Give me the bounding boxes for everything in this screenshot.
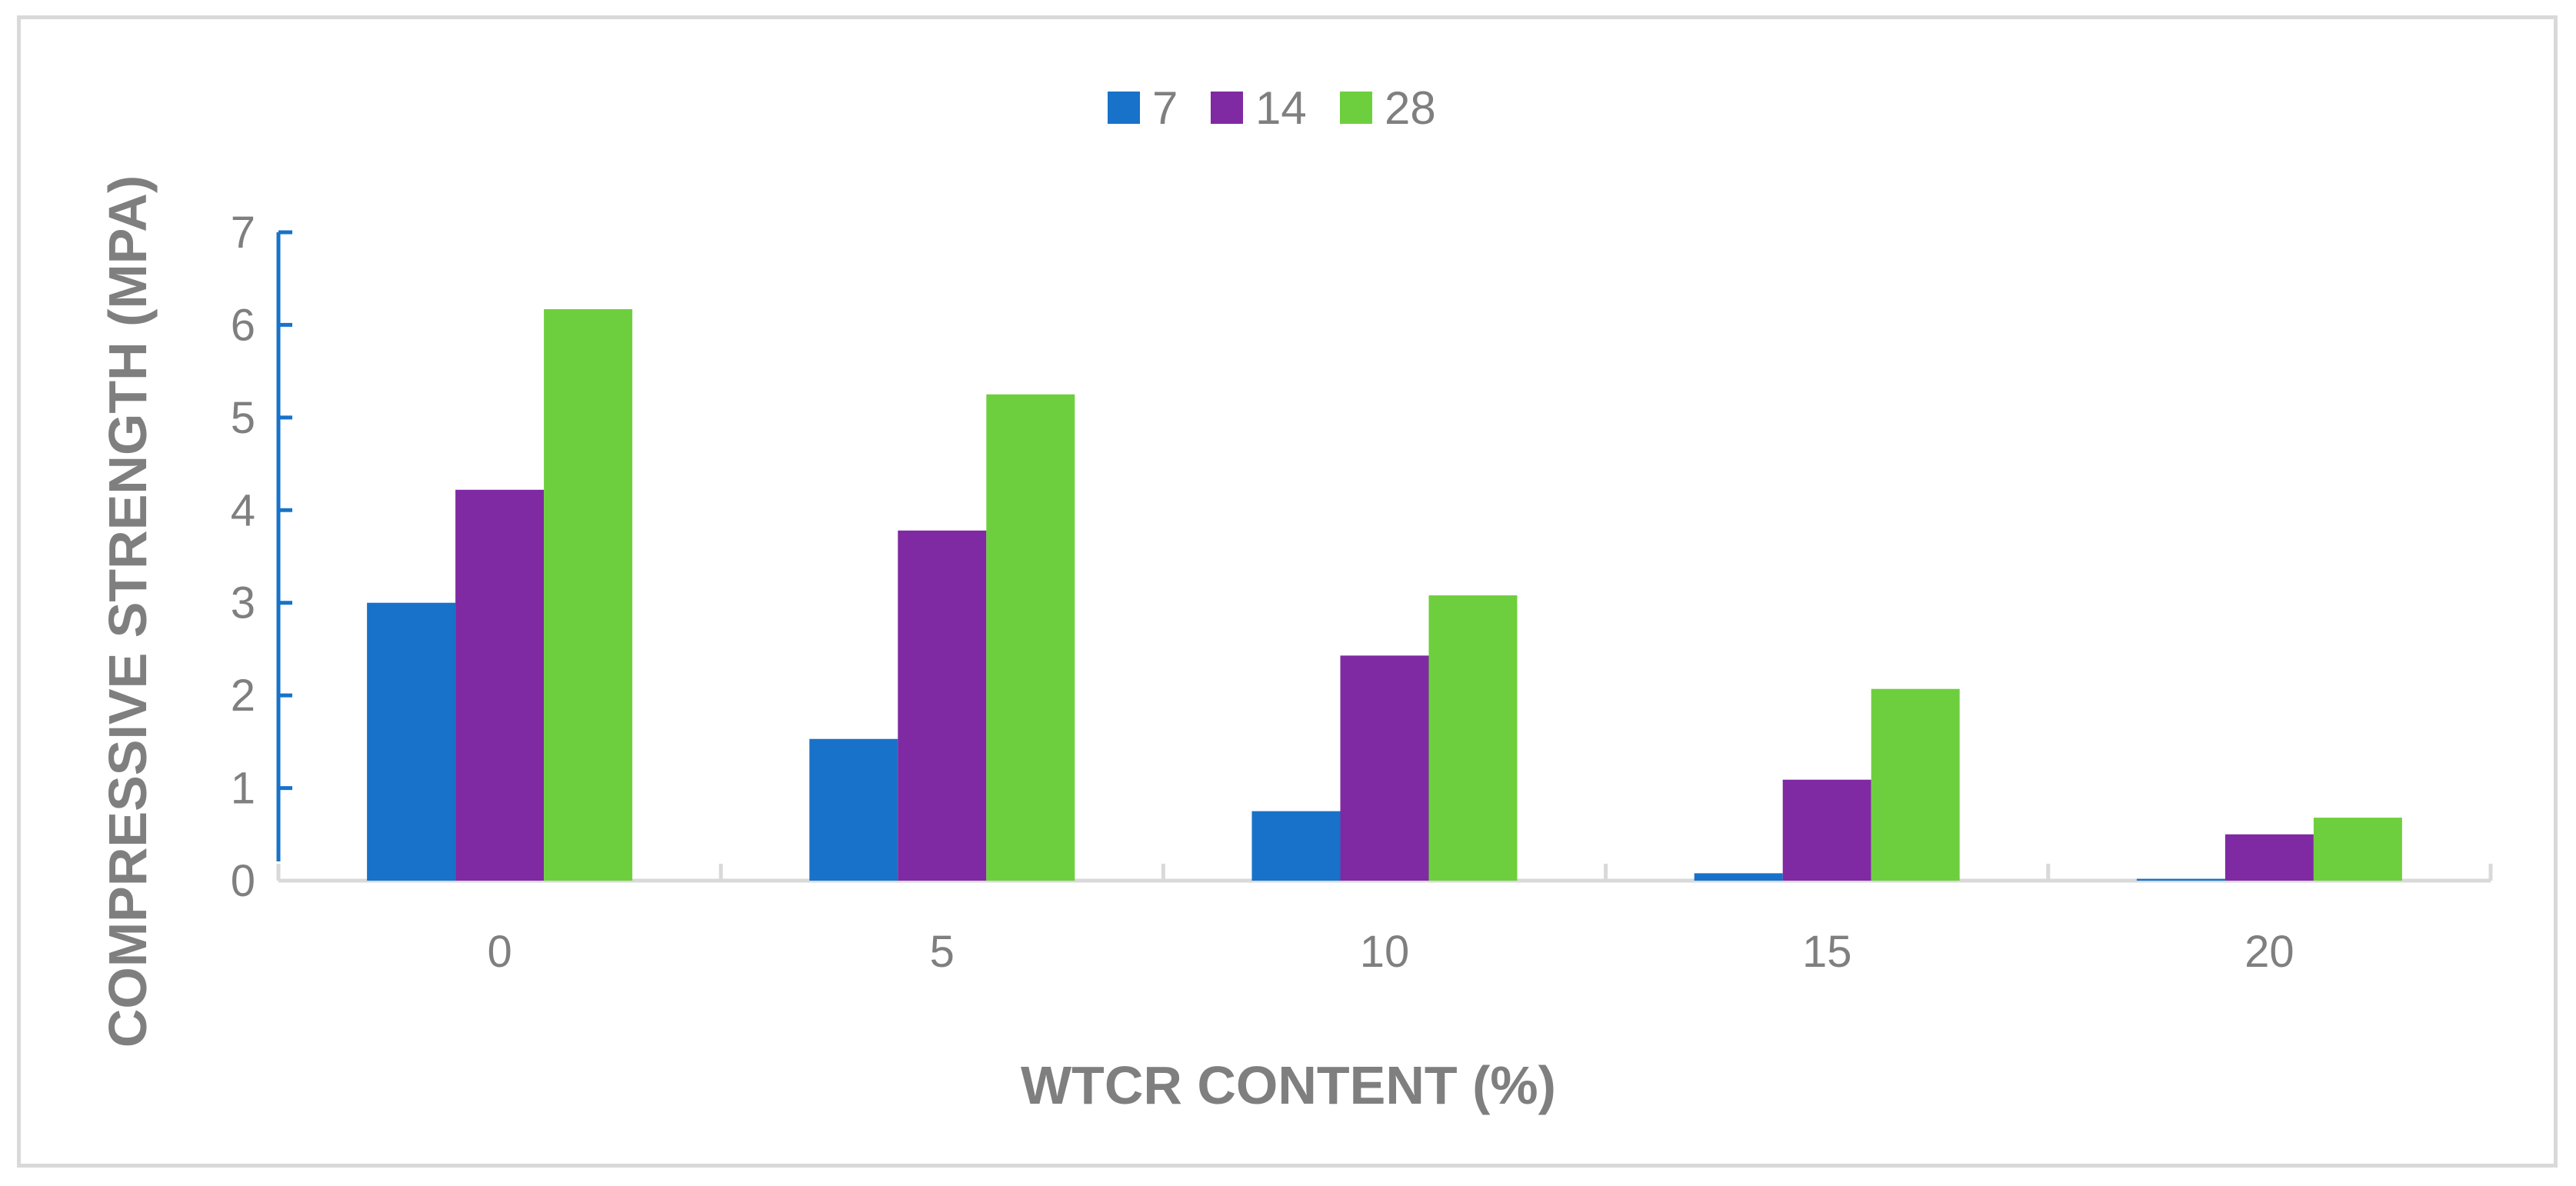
x-tick-label: 0 — [487, 927, 512, 977]
y-axis-title: COMPRESSIVE STRENGTH (MPA) — [98, 175, 158, 1048]
y-tick-label: 4 — [231, 485, 255, 535]
bar-14-0 — [455, 489, 545, 881]
x-tick-label: 20 — [2244, 927, 2294, 977]
y-tick-label: 5 — [231, 393, 255, 443]
legend-label-28: 28 — [1385, 82, 1436, 134]
legend: 7 14 28 — [1108, 82, 1436, 134]
y-tick-label: 6 — [231, 300, 255, 350]
legend-swatch-28 — [1340, 92, 1372, 124]
y-tick-label: 2 — [231, 671, 255, 721]
legend-swatch-14 — [1211, 92, 1243, 124]
bar-28-10 — [1428, 595, 1518, 881]
bar-14-5 — [898, 530, 987, 881]
bar-28-5 — [986, 394, 1075, 881]
bar-28-20 — [2313, 818, 2402, 881]
x-tick-label: 15 — [1802, 927, 1852, 977]
x-axis: 0 5 10 15 20 — [276, 864, 2493, 977]
bar-7-10 — [1251, 811, 1341, 881]
bar-7-0 — [367, 602, 456, 881]
legend-swatch-7 — [1108, 92, 1140, 124]
x-tick-label: 5 — [930, 927, 955, 977]
y-tick-label: 1 — [231, 764, 255, 814]
x-axis-title: WTCR CONTENT (%) — [1021, 1055, 1556, 1115]
bar-14-20 — [2224, 834, 2314, 881]
legend-label-14: 14 — [1255, 82, 1307, 134]
x-tick-label: 10 — [1360, 927, 1410, 977]
y-tick-label: 7 — [231, 208, 255, 258]
y-tick-label: 3 — [231, 578, 255, 628]
bar-7-5 — [809, 738, 898, 881]
bars — [367, 308, 2402, 881]
bar-28-0 — [544, 308, 633, 881]
bar-7-20 — [2136, 878, 2225, 881]
legend-label-7: 7 — [1152, 82, 1178, 134]
y-tick-label: 0 — [231, 856, 255, 906]
chart-frame — [17, 15, 2558, 1168]
y-axis: 0 1 2 3 4 5 6 7 — [231, 208, 292, 906]
bar-14-15 — [1782, 779, 1871, 881]
bar-14-10 — [1340, 655, 1429, 881]
bar-28-15 — [1871, 688, 1960, 881]
bar-7-15 — [1694, 873, 1783, 881]
